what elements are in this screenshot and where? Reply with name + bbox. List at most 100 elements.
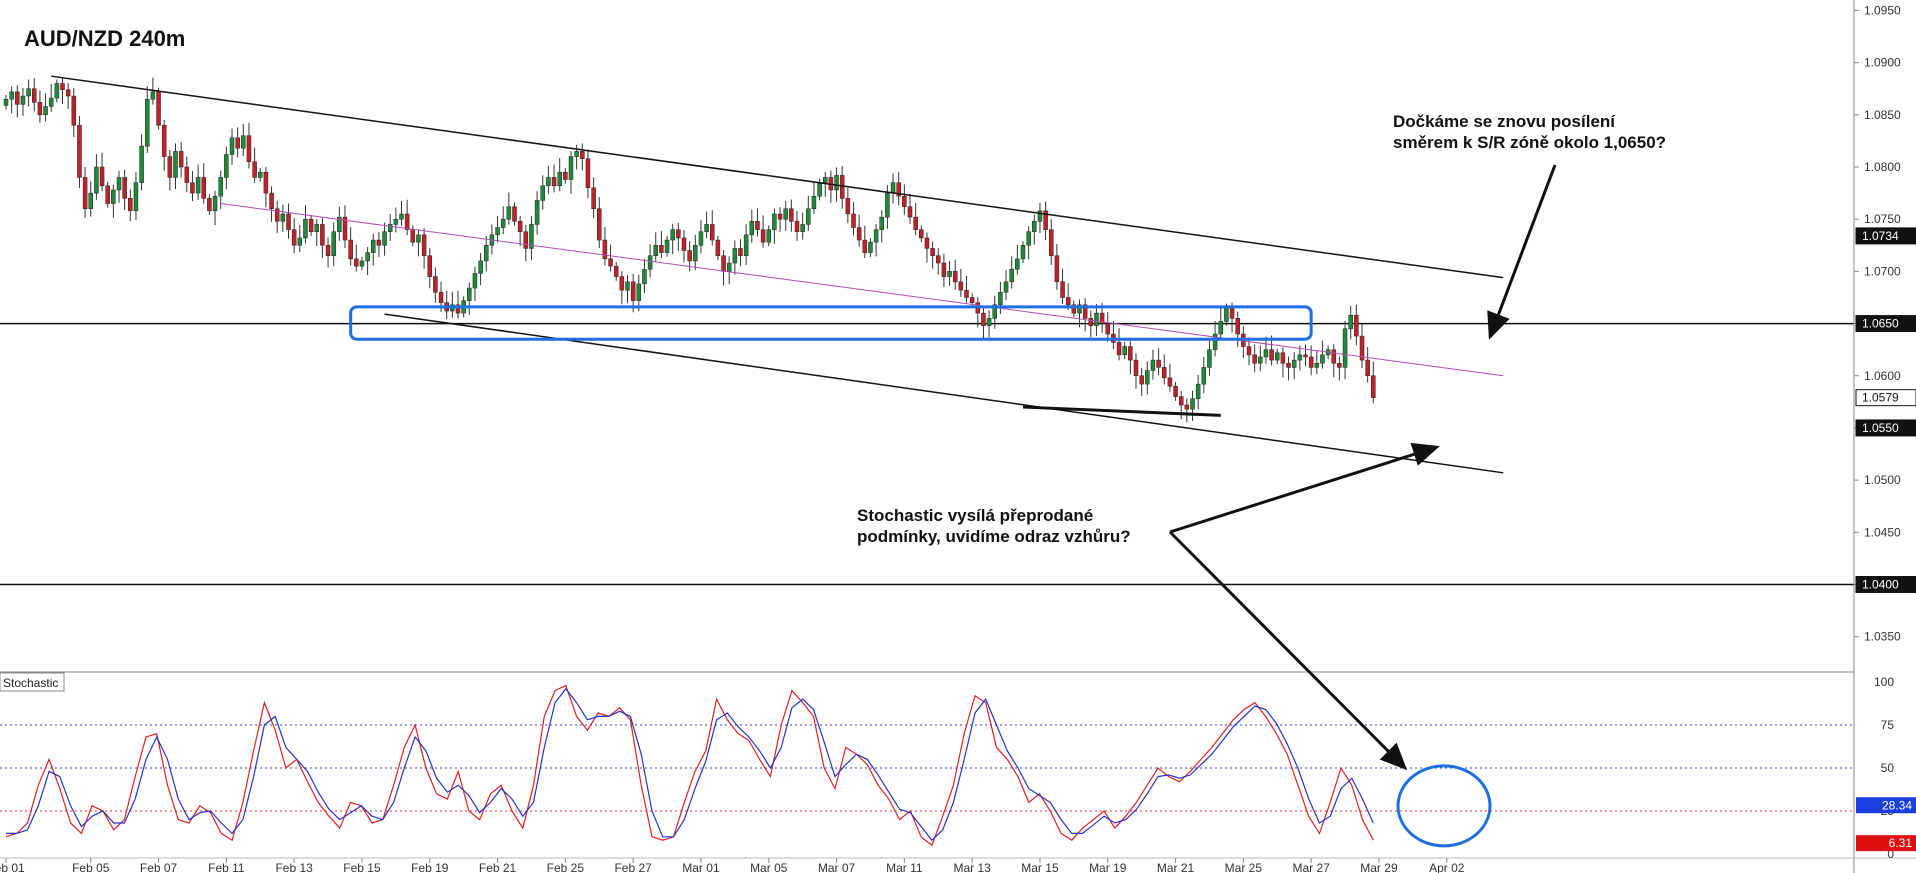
- candle-body: [687, 250, 692, 262]
- candle-body: [1167, 377, 1173, 387]
- candle-body: [241, 135, 246, 149]
- candle-body: [1077, 304, 1082, 314]
- candle-body: [348, 239, 353, 260]
- channel-upper-line: [51, 75, 1504, 279]
- candle-body: [122, 177, 127, 199]
- candle-body: [1342, 328, 1348, 368]
- candle-body: [885, 192, 890, 218]
- annotations: [349, 164, 1557, 848]
- candle-body: [77, 125, 82, 178]
- candle-body: [642, 269, 647, 285]
- candle-body: [167, 156, 173, 178]
- candle-body: [856, 227, 862, 241]
- chart-title: AUD/NZD 240m: [24, 26, 185, 51]
- candle-body: [269, 192, 274, 209]
- time-tick-label: Mar 27: [1292, 861, 1330, 873]
- candle-body: [676, 229, 681, 239]
- candle-body: [184, 166, 190, 183]
- candle-body: [1314, 362, 1320, 368]
- candle-body: [286, 213, 291, 230]
- candle-body: [540, 185, 545, 201]
- candle-body: [1184, 404, 1190, 410]
- candle-body: [919, 229, 924, 239]
- candle-body: [224, 154, 229, 178]
- candle-body: [1371, 375, 1376, 398]
- candle-body: [659, 245, 664, 253]
- candle-body: [82, 177, 88, 209]
- candle-body: [314, 224, 319, 232]
- stoch-value-tag-box: [1856, 797, 1916, 814]
- price-tag-box: [1855, 389, 1916, 407]
- candle-body: [404, 213, 410, 230]
- candle-body: [800, 224, 805, 232]
- candle-body: [484, 245, 489, 262]
- candle-body: [1015, 258, 1020, 270]
- candle-body: [201, 177, 206, 199]
- candle-body: [133, 182, 139, 212]
- candle-body: [1082, 304, 1088, 319]
- candle-body: [365, 252, 370, 262]
- candle-body: [218, 177, 223, 197]
- candle-body: [1178, 396, 1184, 406]
- sr-zone-box: [349, 305, 1313, 341]
- candle-body: [1105, 323, 1110, 335]
- price-tick-label: 1.0350: [1864, 630, 1901, 644]
- candle-body: [252, 161, 257, 178]
- candle-body: [145, 98, 150, 147]
- time-tick-label: Mar 01: [682, 861, 720, 873]
- candle-body: [399, 213, 404, 220]
- price-pane: [0, 75, 1854, 586]
- candle-body: [551, 177, 557, 187]
- candle-body: [359, 260, 365, 267]
- candle-body: [608, 258, 613, 267]
- candle-body: [597, 208, 602, 241]
- candle-body: [139, 145, 144, 183]
- candle-body: [467, 287, 472, 301]
- candle-body: [653, 245, 658, 256]
- candle-body: [15, 91, 20, 105]
- time-tick-label: Feb 13: [275, 861, 313, 873]
- candle-body: [806, 208, 811, 225]
- candle-body: [574, 151, 579, 157]
- candle-body: [150, 91, 156, 100]
- time-tick-label: Feb 05: [72, 861, 110, 873]
- candle-body: [274, 208, 280, 222]
- time-tick-label: Mar 21: [1157, 861, 1195, 873]
- candle-body: [930, 248, 935, 256]
- candle-body: [1297, 354, 1303, 361]
- candle-body: [1150, 359, 1156, 371]
- candle-body: [331, 231, 336, 256]
- candle-body: [743, 234, 749, 256]
- candle-body: [116, 177, 122, 191]
- stoch-tick-label: 0: [1887, 847, 1894, 861]
- candle-body: [936, 255, 941, 264]
- candle-body: [128, 198, 133, 212]
- candle-body: [325, 245, 331, 256]
- candle-body: [760, 229, 766, 243]
- candle-body: [913, 216, 918, 230]
- candle-body: [969, 297, 975, 303]
- time-tick-label: Mar 25: [1225, 861, 1263, 873]
- candle-body: [376, 239, 382, 246]
- candle-body: [105, 185, 110, 204]
- candle-body: [1275, 352, 1280, 361]
- candle-body: [1139, 375, 1144, 385]
- candle-body: [862, 239, 868, 253]
- candle-body: [354, 258, 359, 267]
- price-tag-box: [1855, 576, 1916, 593]
- candle-body: [1252, 354, 1257, 364]
- candle-body: [246, 135, 252, 163]
- candle-body: [534, 200, 540, 225]
- candle-body: [1099, 312, 1105, 324]
- candle-body: [557, 171, 562, 187]
- candle-body: [738, 248, 743, 256]
- candle-body: [585, 158, 591, 189]
- candle-body: [178, 151, 184, 168]
- candle-body: [845, 198, 851, 215]
- candle-body: [48, 97, 54, 107]
- candle-body: [1162, 367, 1167, 379]
- candle-body: [512, 206, 517, 222]
- candle-body: [907, 206, 913, 218]
- candle-body: [924, 237, 930, 249]
- annotation-bottom-line2: podmínky, uvidíme odraz vzhůru?: [857, 527, 1131, 546]
